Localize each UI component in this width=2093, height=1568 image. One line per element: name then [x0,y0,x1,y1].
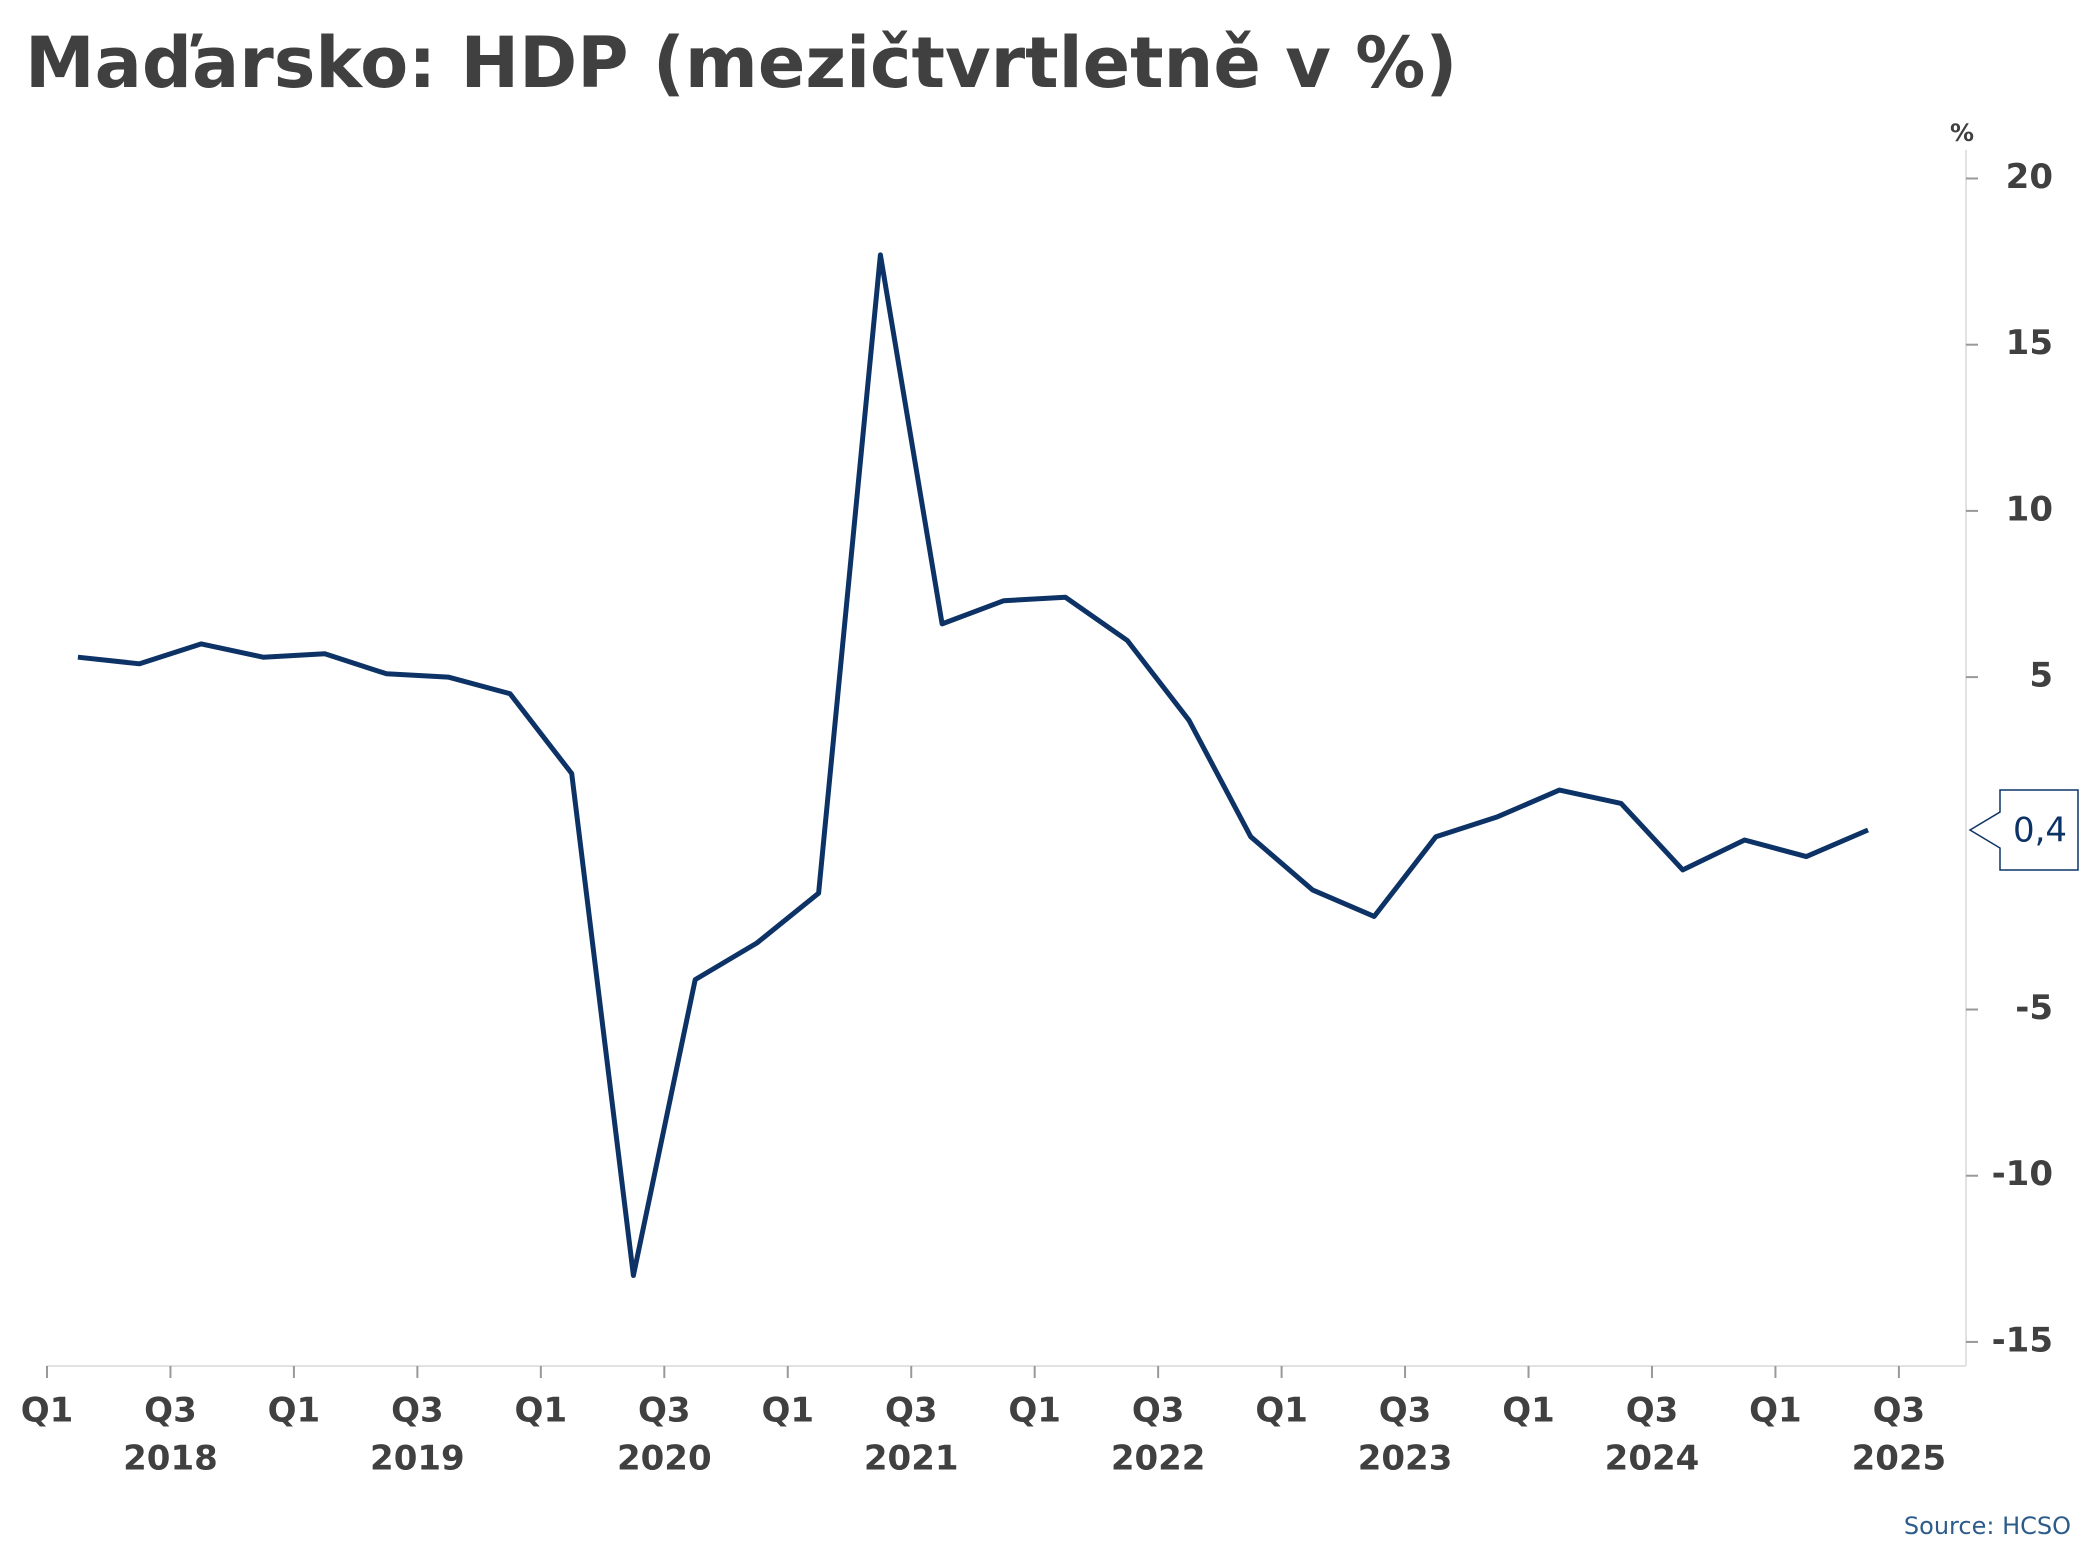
y-tick-label: -15 [1992,1320,2053,1360]
x-tick-label: Q3 [144,1391,197,1431]
source: Source: HCSO [1904,1512,2071,1540]
year-label: 2018 [123,1439,218,1479]
callout-box [1968,789,2079,871]
x-tick-label: Q3 [885,1391,938,1431]
x-tick-label: Q1 [515,1391,568,1431]
y-tick-label: -10 [1992,1154,2053,1194]
x-tick-label: Q3 [391,1391,444,1431]
x-tick-label: Q1 [1749,1391,1802,1431]
x-tick-label: Q1 [1502,1391,1555,1431]
x-tick-label: Q3 [1873,1391,1926,1431]
y-tick-label: 15 [2006,323,2053,363]
x-tick-label: Q3 [1132,1391,1185,1431]
data-line [77,252,1869,1278]
x-tick-label: Q1 [268,1391,321,1431]
y-tick-label: 10 [2006,489,2053,529]
year-label: 2025 [1852,1439,1947,1479]
y-tick-label: 5 [2029,656,2053,696]
year-label: 2019 [370,1439,465,1479]
x-tick-label: Q3 [1626,1391,1679,1431]
value-label: 0,4 [2013,811,2067,851]
chart-title: Maďarsko: HDP (mezičtvrtletně v %) [25,22,1457,104]
x-tick-label: Q1 [21,1391,74,1431]
year-label: 2024 [1605,1439,1700,1479]
x-tick-label: Q3 [1379,1391,1432,1431]
year-label: 2020 [617,1439,712,1479]
year-label: 2021 [864,1439,959,1479]
y-tick-label: 20 [2006,157,2053,197]
year-label: 2022 [1111,1439,1206,1479]
x-tick-label: Q3 [638,1391,691,1431]
x-tick-label: Q1 [761,1391,814,1431]
x-tick-label: Q1 [1255,1391,1308,1431]
x-tick-label: Q1 [1008,1391,1061,1431]
y-unit: % [1950,119,1974,147]
year-label: 2023 [1358,1439,1453,1479]
y-tick-label: -5 [2015,988,2053,1028]
